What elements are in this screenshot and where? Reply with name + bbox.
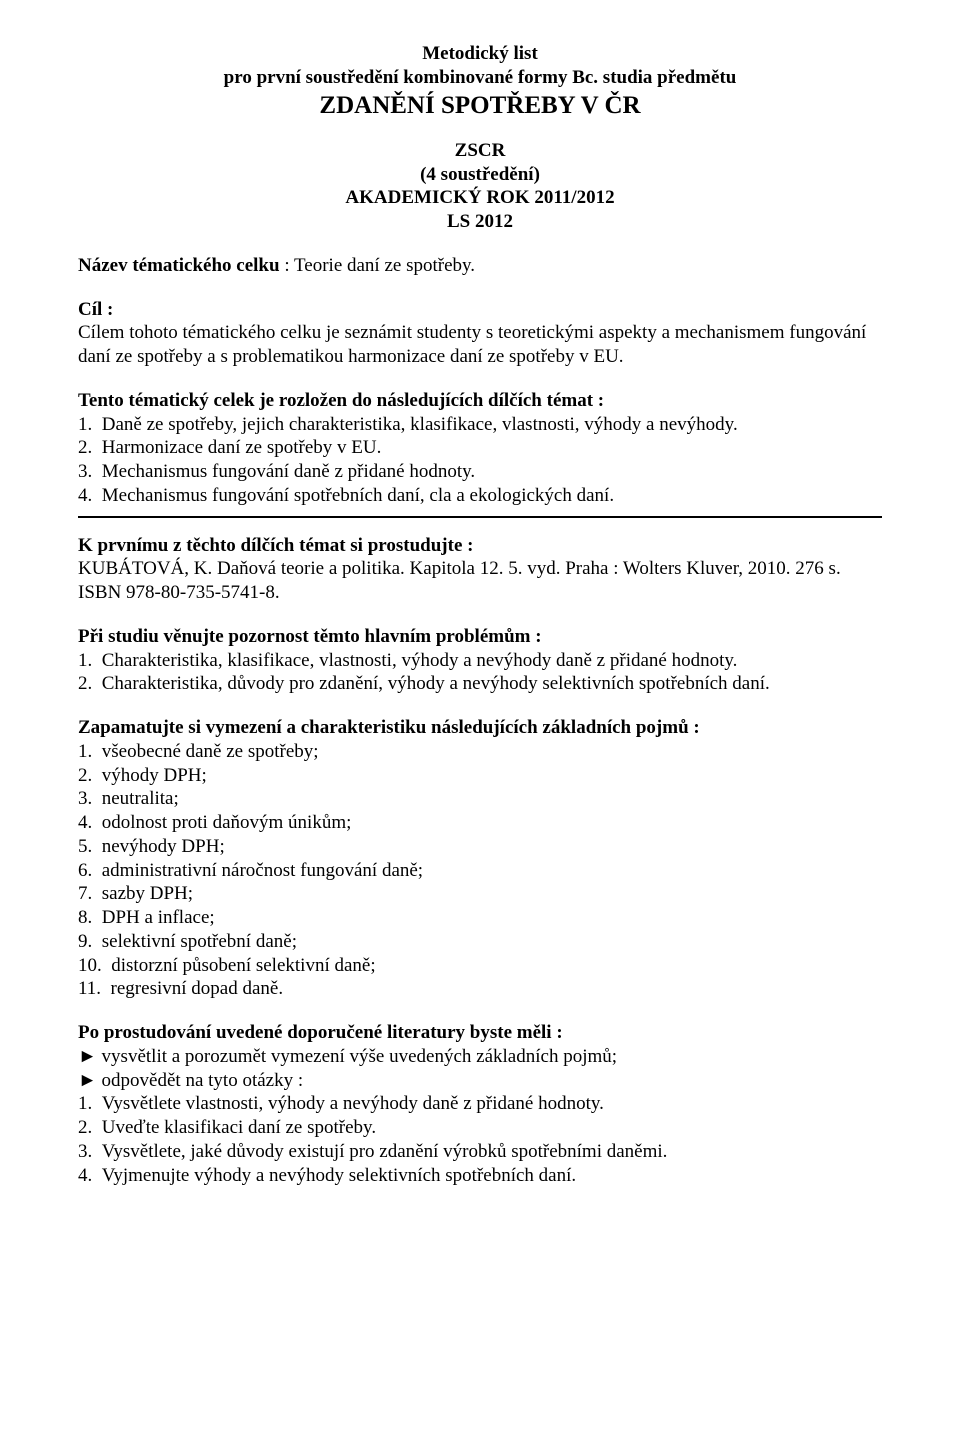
list-item: 11. regresivní dopad daně. bbox=[78, 977, 882, 1001]
list-item: 3. Vysvětlete, jaké důvody existují pro … bbox=[78, 1140, 882, 1164]
list-item: 7. sazby DPH; bbox=[78, 882, 882, 906]
subtopics-list: 1. Daně ze spotřeby, jejich charakterist… bbox=[78, 413, 882, 508]
list-item: 1. Daně ze spotřeby, jejich charakterist… bbox=[78, 413, 882, 437]
problems-block: Při studiu věnujte pozornost těmto hlavn… bbox=[78, 625, 882, 696]
list-item: 6. administrativní náročnost fungování d… bbox=[78, 859, 882, 883]
list-item: 5. nevýhody DPH; bbox=[78, 835, 882, 859]
list-item: 4. Mechanismus fungování spotřebních dan… bbox=[78, 484, 882, 508]
list-item: 4. Vyjmenujte výhody a nevýhody selektiv… bbox=[78, 1164, 882, 1188]
study-first-label: K prvnímu z těchto dílčích témat si pros… bbox=[78, 534, 882, 558]
goal-label: Cíl : bbox=[78, 298, 882, 322]
goal-text: Cílem tohoto tématického celku je seznám… bbox=[78, 321, 882, 369]
list-item: 2. Uveďte klasifikaci daní ze spotřeby. bbox=[78, 1116, 882, 1140]
terms-block: Zapamatujte si vymezení a charakteristik… bbox=[78, 716, 882, 1001]
list-item: 3. neutralita; bbox=[78, 787, 882, 811]
header-line2: pro první soustředění kombinované formy … bbox=[78, 66, 882, 90]
list-item: 2. Harmonizace daní ze spotřeby v EU. bbox=[78, 436, 882, 460]
terms-list: 1. všeobecné daně ze spotřeby;2. výhody … bbox=[78, 740, 882, 1001]
header-sub2: (4 soustředění) bbox=[78, 163, 882, 187]
terms-label: Zapamatujte si vymezení a charakteristik… bbox=[78, 716, 882, 740]
study-first-text: KUBÁTOVÁ, K. Daňová teorie a politika. K… bbox=[78, 557, 882, 605]
after-study-questions: 1. Vysvětlete vlastnosti, výhody a nevýh… bbox=[78, 1092, 882, 1187]
problems-label: Při studiu věnujte pozornost těmto hlavn… bbox=[78, 625, 882, 649]
header-sub-block: ZSCR (4 soustředění) AKADEMICKÝ ROK 2011… bbox=[78, 139, 882, 234]
problems-list: 1. Charakteristika, klasifikace, vlastno… bbox=[78, 649, 882, 697]
goal-block: Cíl : Cílem tohoto tématického celku je … bbox=[78, 298, 882, 369]
after-study-bullets: ► vysvětlit a porozumět vymezení výše uv… bbox=[78, 1045, 882, 1093]
after-study-label: Po prostudování uvedené doporučené liter… bbox=[78, 1021, 882, 1045]
header-title: ZDANĚNÍ SPOTŘEBY V ČR bbox=[78, 90, 882, 121]
list-item: 9. selektivní spotřební daně; bbox=[78, 930, 882, 954]
bullet-item: ► odpovědět na tyto otázky : bbox=[78, 1069, 882, 1093]
bullet-item: ► vysvětlit a porozumět vymezení výše uv… bbox=[78, 1045, 882, 1069]
topic-row: Název tématického celku : Teorie daní ze… bbox=[78, 254, 882, 278]
header-line1: Metodický list bbox=[78, 42, 882, 66]
header-sub4: LS 2012 bbox=[78, 210, 882, 234]
after-study-block: Po prostudování uvedené doporučené liter… bbox=[78, 1021, 882, 1187]
list-item: 3. Mechanismus fungování daně z přidané … bbox=[78, 460, 882, 484]
list-item: 8. DPH a inflace; bbox=[78, 906, 882, 930]
topic-label: Název tématického celku bbox=[78, 255, 280, 276]
topic-value: : Teorie daní ze spotřeby. bbox=[280, 255, 475, 276]
divider bbox=[78, 516, 882, 518]
header-sub3: AKADEMICKÝ ROK 2011/2012 bbox=[78, 186, 882, 210]
list-item: 1. Vysvětlete vlastnosti, výhody a nevýh… bbox=[78, 1092, 882, 1116]
header-block: Metodický list pro první soustředění kom… bbox=[78, 42, 882, 121]
list-item: 4. odolnost proti daňovým únikům; bbox=[78, 811, 882, 835]
list-item: 2. výhody DPH; bbox=[78, 764, 882, 788]
study-first-block: K prvnímu z těchto dílčích témat si pros… bbox=[78, 534, 882, 605]
subtopics-label: Tento tématický celek je rozložen do nás… bbox=[78, 389, 882, 413]
list-item: 1. Charakteristika, klasifikace, vlastno… bbox=[78, 649, 882, 673]
list-item: 2. Charakteristika, důvody pro zdanění, … bbox=[78, 672, 882, 696]
header-sub1: ZSCR bbox=[78, 139, 882, 163]
subtopics-block: Tento tématický celek je rozložen do nás… bbox=[78, 389, 882, 508]
list-item: 10. distorzní působení selektivní daně; bbox=[78, 954, 882, 978]
list-item: 1. všeobecné daně ze spotřeby; bbox=[78, 740, 882, 764]
